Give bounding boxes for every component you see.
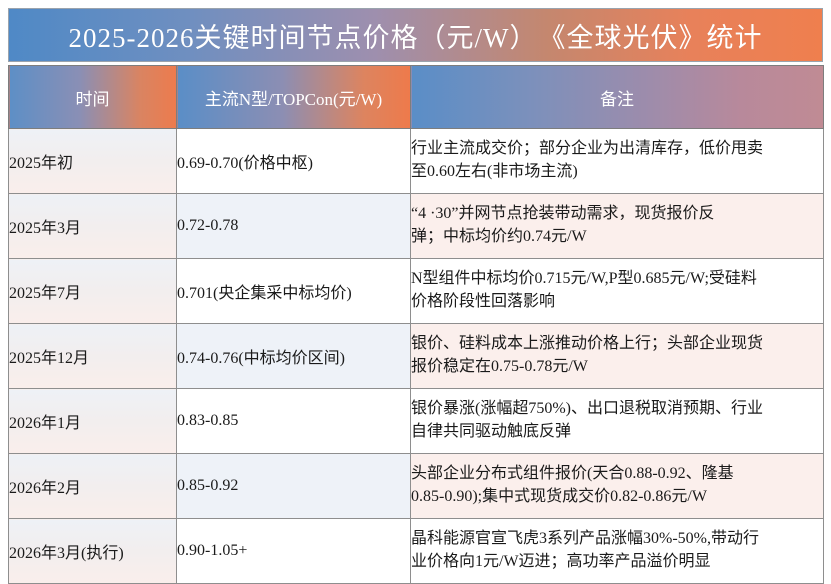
cell-remark-line: 晶科能源官宣飞虎3系列产品涨幅30%-50%,带动行 — [411, 530, 759, 548]
cell-time: 2026年2月 — [8, 453, 177, 519]
cell-price: 0.701(央企集采中标均价) — [176, 258, 411, 324]
cell-price: 0.72-0.78 — [176, 193, 411, 259]
page-title: 2025-2026关键时间节点价格（元/W） 《全球光伏》统计 — [68, 22, 763, 53]
table-row: 2025年7月 0.701(央企集采中标均价) N型组件中标均价0.715元/W… — [8, 258, 824, 324]
table-row: 2025年3月 0.72-0.78 “4 ·30”并网节点抢装带动需求，现货报价… — [8, 193, 824, 259]
cell-time: 2025年7月 — [8, 258, 177, 324]
cell-price: 0.85-0.92 — [176, 453, 411, 519]
cell-remark-line: 自律共同驱动触底反弹 — [411, 423, 572, 440]
cell-remark-line: 0.85-0.90);集中式现货成交价0.82-0.86元/W — [411, 488, 707, 505]
cell-time: 2026年1月 — [8, 388, 177, 454]
cell-remark-line: 银价、硅料成本上涨推动价格上行；头部企业现货 — [411, 335, 764, 353]
cell-remark-line: 至0.60左右(非市场主流) — [411, 163, 578, 180]
table-header-row: 时间 主流N型/TOPCon(元/W) 备注 — [8, 65, 824, 129]
cell-remark-line: 行业主流成交价；部分企业为出清库存，低价甩卖 — [411, 140, 764, 158]
price-table: 时间 主流N型/TOPCon(元/W) 备注 2025年初 0.69-0.70(… — [8, 65, 824, 584]
cell-remark: 银价暴涨(涨幅超750%)、出口退税取消预期、行业 自律共同驱动触底反弹 — [410, 388, 824, 454]
cell-remark: N型组件中标均价0.715元/W,P型0.685元/W;受硅料 价格阶段性回落影… — [410, 258, 824, 324]
table-row: 2026年2月 0.85-0.92 头部企业分布式组件报价(天合0.88-0.9… — [8, 453, 824, 519]
column-header-time: 时间 — [8, 65, 177, 129]
title-banner: 2025-2026关键时间节点价格（元/W） 《全球光伏》统计 — [8, 8, 823, 62]
cell-time: 2025年3月 — [8, 193, 177, 259]
cell-remark: 银价、硅料成本上涨推动价格上行；头部企业现货 报价稳定在0.75-0.78元/W — [410, 323, 824, 389]
cell-remark: 行业主流成交价；部分企业为出清库存，低价甩卖 至0.60左右(非市场主流) — [410, 128, 824, 194]
table-row: 2025年12月 0.74-0.76(中标均价区间) 银价、硅料成本上涨推动价格… — [8, 323, 824, 389]
cell-remark-line: 业价格向1元/W迈进；高功率产品溢价明显 — [411, 553, 711, 570]
column-header-price: 主流N型/TOPCon(元/W) — [176, 65, 411, 129]
cell-remark-line: “4 ·30”并网节点抢装带动需求，现货报价反 — [411, 205, 715, 223]
cell-remark-line: 价格阶段性回落影响 — [411, 293, 556, 310]
cell-remark-line: 报价稳定在0.75-0.78元/W — [411, 358, 588, 375]
cell-price: 0.90-1.05+ — [176, 518, 411, 584]
column-header-time-label: 时间 — [75, 89, 110, 109]
column-header-remark: 备注 — [410, 65, 824, 129]
table-row: 2026年1月 0.83-0.85 银价暴涨(涨幅超750%)、出口退税取消预期… — [8, 388, 824, 454]
cell-remark: “4 ·30”并网节点抢装带动需求，现货报价反 弹；中标均价约0.74元/W — [410, 193, 824, 259]
cell-price: 0.69-0.70(价格中枢) — [176, 128, 411, 194]
cell-remark: 头部企业分布式组件报价(天合0.88-0.92、隆基 0.85-0.90);集中… — [410, 453, 824, 519]
cell-remark-line: 弹；中标均价约0.74元/W — [411, 228, 587, 245]
cell-price: 0.83-0.85 — [176, 388, 411, 454]
cell-remark-line: N型组件中标均价0.715元/W,P型0.685元/W;受硅料 — [411, 270, 757, 288]
column-header-price-label: 主流N型/TOPCon(元/W) — [204, 89, 383, 109]
table-row: 2025年初 0.69-0.70(价格中枢) 行业主流成交价；部分企业为出清库存… — [8, 128, 824, 194]
cell-remark-line: 银价暴涨(涨幅超750%)、出口退税取消预期、行业 — [411, 400, 763, 418]
cell-time: 2025年12月 — [8, 323, 177, 389]
cell-time: 2025年初 — [8, 128, 177, 194]
column-header-remark-label: 备注 — [600, 89, 634, 109]
table-row: 2026年3月(执行) 0.90-1.05+ 晶科能源官宣飞虎3系列产品涨幅30… — [8, 518, 824, 584]
price-table-page: 2025-2026关键时间节点价格（元/W） 《全球光伏》统计 时间 主流N型/… — [8, 8, 824, 584]
cell-price: 0.74-0.76(中标均价区间) — [176, 323, 411, 389]
table-body: 2025年初 0.69-0.70(价格中枢) 行业主流成交价；部分企业为出清库存… — [8, 128, 824, 584]
cell-time: 2026年3月(执行) — [8, 518, 177, 584]
cell-remark: 晶科能源官宣飞虎3系列产品涨幅30%-50%,带动行 业价格向1元/W迈进；高功… — [410, 518, 824, 584]
cell-remark-line: 头部企业分布式组件报价(天合0.88-0.92、隆基 — [411, 465, 734, 483]
